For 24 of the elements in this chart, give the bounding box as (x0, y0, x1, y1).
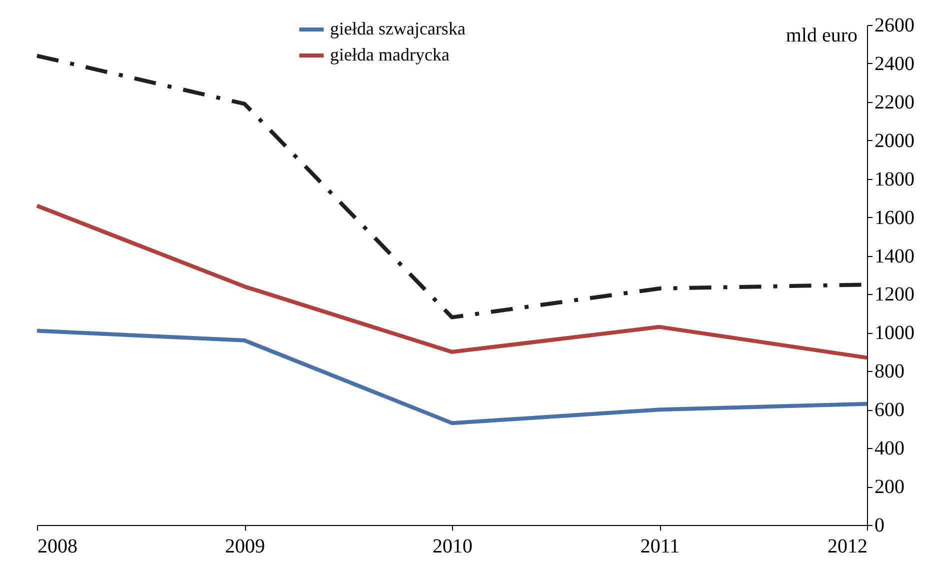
y-tick-label: 2400 (874, 52, 914, 75)
y-axis-title: mld euro (786, 24, 858, 46)
y-tick-label: 1600 (874, 206, 914, 229)
y-tick-label: 2600 (874, 14, 914, 36)
line-series (35, 328, 869, 426)
y-tick-label: 1400 (874, 245, 914, 268)
y-tick-label: 2000 (874, 130, 914, 152)
line-series (35, 204, 869, 360)
y-tick-label: 1200 (874, 284, 914, 306)
y-tick-label: 600 (874, 399, 904, 422)
x-tick-label: 2012 (828, 536, 868, 558)
y-tick-label: 1800 (874, 168, 914, 190)
y-tick-label: 1000 (874, 322, 914, 344)
x-tick-label: 2011 (640, 536, 680, 558)
y-tick-label: 800 (874, 360, 904, 383)
y-tick-label: 2200 (874, 91, 914, 114)
y-tick-label: 0 (874, 514, 884, 536)
legend-label: giełda madrycka (330, 44, 450, 64)
y-tick-label: 400 (874, 438, 904, 460)
x-tick-label: 2009 (225, 536, 265, 558)
x-tick-label: 2008 (38, 536, 78, 558)
x-tick-label: 2010 (432, 536, 472, 558)
y-tick-label: 200 (874, 476, 904, 498)
legend-label: giełda szwajcarska (330, 18, 466, 38)
